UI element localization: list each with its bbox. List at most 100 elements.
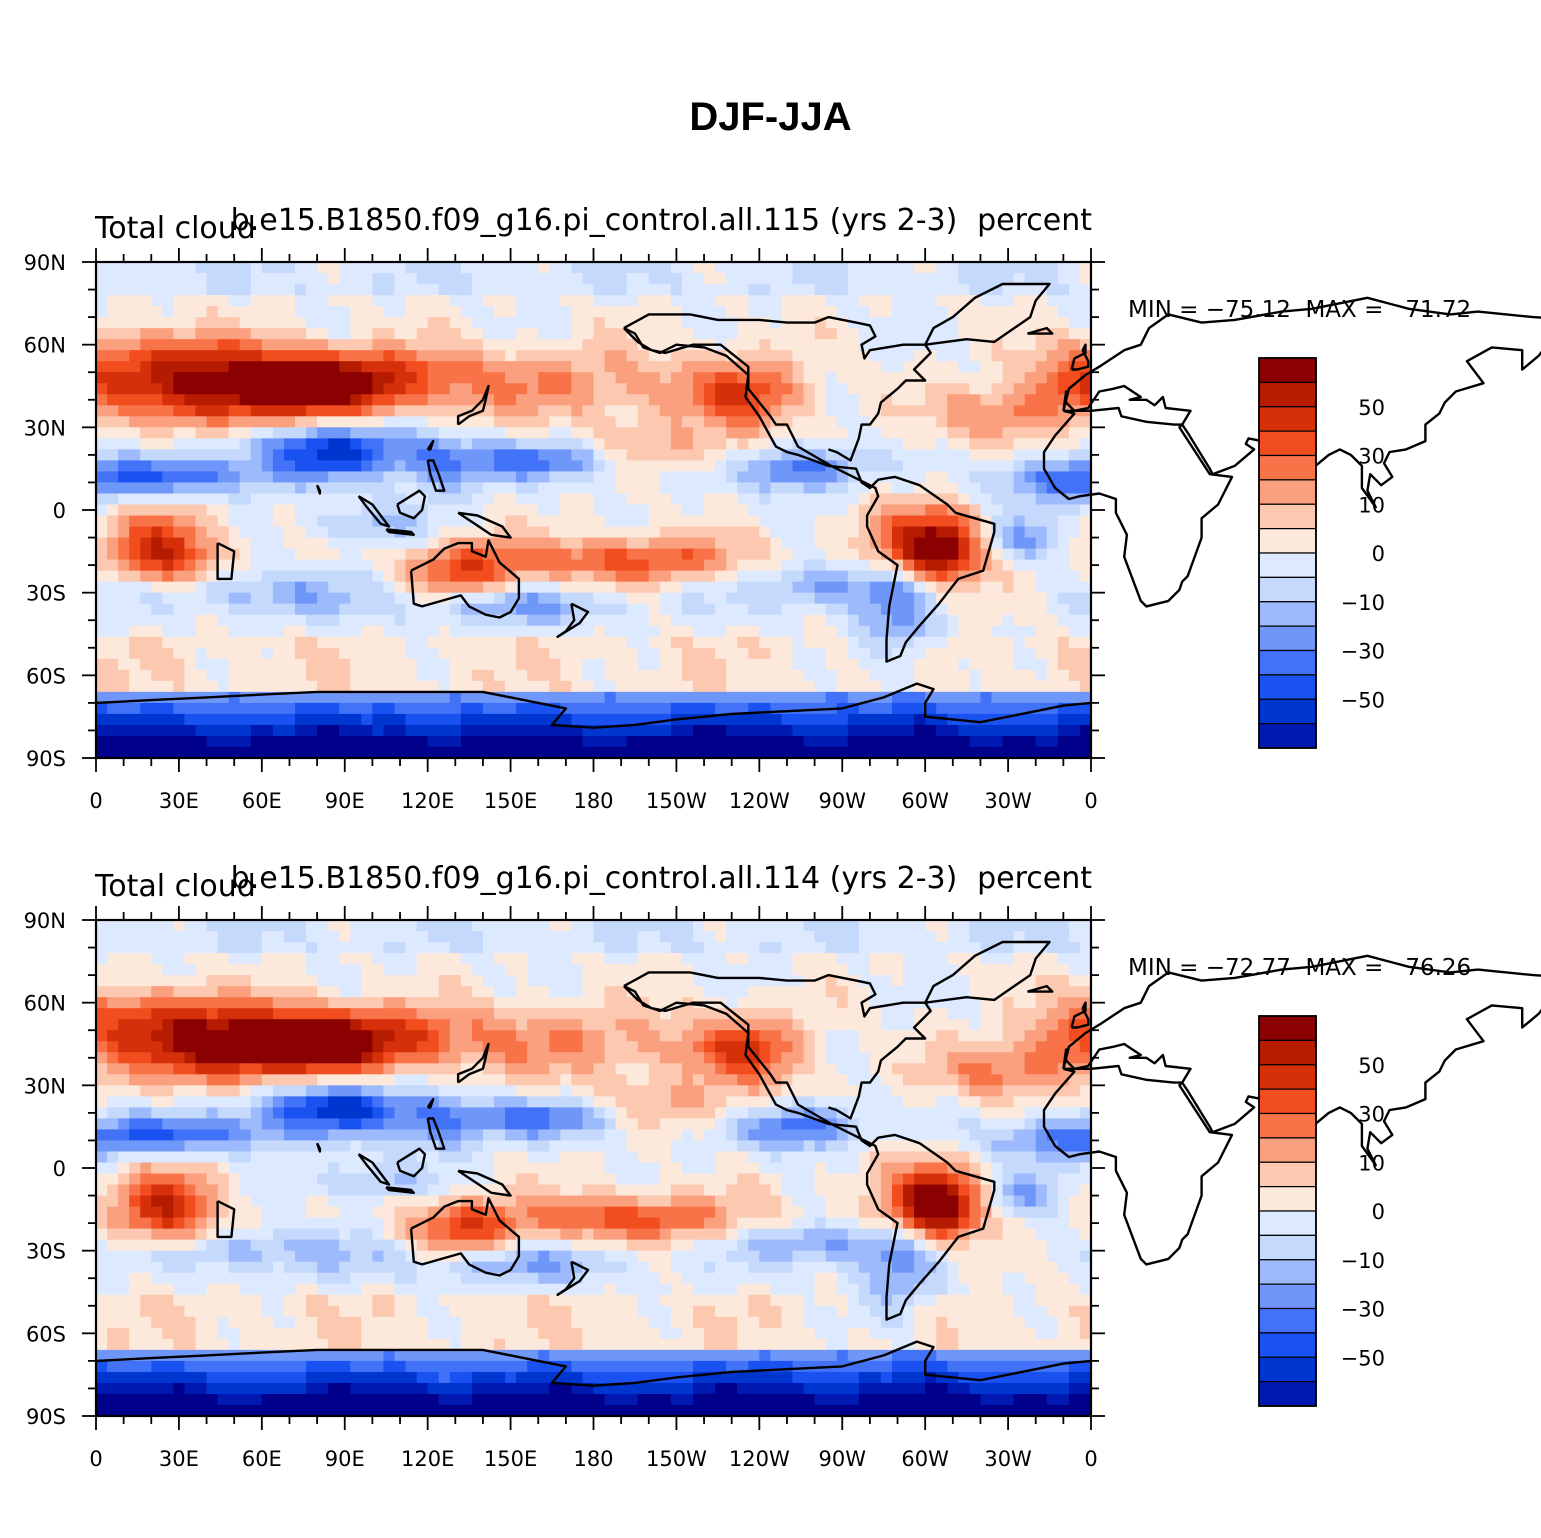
- coastline-segment: [95, 1340, 1092, 1387]
- coastline-segment: [426, 459, 446, 492]
- coastline-segment: [1062, 296, 1541, 509]
- coastline-segment: [1062, 954, 1541, 1167]
- colorbar-swatch: [1258, 1332, 1317, 1358]
- colorbar-swatch: [1258, 406, 1317, 432]
- colorbar-swatch: [1258, 479, 1317, 505]
- lon-tick-label: 0: [1084, 789, 1097, 813]
- colorbar-swatch: [1258, 1259, 1317, 1285]
- lon-tick-label: 180: [573, 1447, 613, 1471]
- colorbar-label: 30: [1358, 445, 1385, 469]
- colorbar-swatch: [1258, 1381, 1317, 1407]
- coastline-segment: [924, 940, 1051, 1004]
- lat-tick-label: 30N: [24, 1074, 66, 1098]
- colorbar-swatch: [1258, 1088, 1317, 1115]
- lon-tick-label: 120W: [729, 1447, 790, 1471]
- coastline-segment: [409, 539, 521, 619]
- lat-tick-label: 90S: [26, 747, 66, 771]
- lon-tick-label: 0: [1084, 1447, 1097, 1471]
- panel-2-axis-ticks: 0 30E 60E 90E 120E 150E 180 150W 120W 90W 60W 30W 09…: [24, 906, 1105, 1471]
- colorbar-swatch: [1258, 649, 1317, 676]
- lon-tick-label: 60E: [242, 789, 282, 813]
- coastline-segment: [426, 1097, 435, 1109]
- colorbar-swatch: [1258, 1161, 1317, 1188]
- panel-1-right-title: percent: [977, 203, 1092, 238]
- colorbar-swatch: [1258, 1307, 1317, 1334]
- coastline-segment: [385, 1186, 415, 1194]
- colorbar-swatch: [1258, 381, 1317, 408]
- panel-2-left-title: Total cloud: [94, 869, 256, 904]
- colorbar-label: 10: [1358, 1151, 1385, 1175]
- colorbar-label: −10: [1341, 1249, 1385, 1273]
- panel-1-cloud-field: [96, 262, 1092, 759]
- colorbar-swatch: [1258, 674, 1317, 700]
- colorbar-swatch: [1258, 723, 1317, 749]
- lon-tick-label: 150E: [484, 1447, 537, 1471]
- coastline-segment: [396, 489, 427, 520]
- panel-1-left-title: Total cloud: [94, 211, 256, 246]
- lon-tick-label: 150W: [646, 789, 707, 813]
- coastline-segment: [1042, 406, 1234, 608]
- colorbar-swatch: [1258, 357, 1317, 383]
- coastline-segment: [216, 1200, 236, 1239]
- lon-tick-label: 60W: [901, 1447, 949, 1471]
- colorbar-swatch: [1258, 430, 1317, 457]
- lat-tick-label: 30N: [24, 416, 66, 440]
- panel-2-coastlines: [95, 940, 1541, 1387]
- coastline-segment: [426, 1117, 446, 1150]
- coastline-segment: [1042, 1064, 1234, 1266]
- coastline-segment: [623, 327, 996, 663]
- coastline-segment: [1070, 343, 1090, 371]
- lon-tick-label: 30E: [159, 1447, 199, 1471]
- coastline-segment: [623, 971, 932, 1120]
- coastline-segment: [1027, 326, 1054, 335]
- panel-2-cloud-field: [96, 920, 1092, 1417]
- lon-tick-label: 150W: [646, 1447, 707, 1471]
- lat-tick-label: 60N: [24, 334, 66, 358]
- colorbar-label: 0: [1372, 1200, 1385, 1224]
- panel-1-center-title: b.e15.B1850.f09_g16.pi_control.all.115 (…: [231, 203, 958, 238]
- coastline-segment: [315, 1142, 322, 1153]
- coastline-segment: [216, 542, 236, 581]
- panel-1-axis-ticks: 0 30E 60E 90E 120E 150E 180 150W 120W 90W 60W 30W 09…: [24, 248, 1105, 813]
- colorbar-swatch: [1258, 576, 1317, 603]
- coastline-segment: [426, 439, 435, 451]
- colorbar-label: −50: [1341, 688, 1385, 712]
- colorbar-swatch: [1258, 528, 1317, 554]
- coastline-segment: [357, 495, 391, 528]
- lon-tick-label: 30E: [159, 789, 199, 813]
- colorbar-swatch: [1258, 503, 1317, 530]
- lon-tick-label: 0: [89, 789, 102, 813]
- lon-tick-label: 60W: [901, 789, 949, 813]
- coastline-segment: [357, 1153, 391, 1186]
- colorbar-swatch: [1258, 1039, 1317, 1066]
- lon-tick-label: 90E: [325, 1447, 365, 1471]
- coastline-segment: [623, 313, 932, 462]
- colorbar-swatch: [1258, 1112, 1317, 1139]
- map-panel-2: Total cloud b.e15.B1850.f09_g16.pi_contr…: [0, 848, 1541, 1508]
- panel-1-svg: Total cloud b.e15.B1850.f09_g16.pi_contr…: [24, 203, 1541, 813]
- colorbar-label: −10: [1341, 591, 1385, 615]
- lat-tick-label: 30S: [26, 582, 66, 606]
- colorbar-swatch: [1258, 1137, 1317, 1163]
- figure-title: DJF-JJA: [689, 95, 852, 139]
- coastline-segment: [315, 484, 322, 495]
- colorbar-swatch: [1258, 1186, 1317, 1212]
- panel-2-right-title: percent: [977, 861, 1092, 896]
- coastline-segment: [556, 1260, 590, 1296]
- lat-tick-label: 90N: [24, 251, 66, 275]
- colorbar-swatch: [1258, 1283, 1317, 1310]
- lon-tick-label: 90W: [819, 789, 867, 813]
- lon-tick-label: 150E: [484, 789, 537, 813]
- lat-tick-label: 90N: [24, 909, 66, 933]
- lat-tick-label: 60N: [24, 992, 66, 1016]
- panel-2-min-max: MIN = −72.77 MAX = 76.26: [1128, 955, 1471, 981]
- panel-1-colorbar: 50 30 10 0 −10 −30 −50: [1258, 357, 1385, 749]
- lon-tick-label: 90W: [819, 1447, 867, 1471]
- coastline-segment: [385, 528, 415, 536]
- colorbar-swatch: [1258, 698, 1317, 725]
- coastline-segment: [95, 682, 1092, 729]
- colorbar-label: −30: [1341, 640, 1385, 664]
- coastline-segment: [1070, 1001, 1090, 1029]
- lat-tick-label: 90S: [26, 1405, 66, 1429]
- coastline-segment: [456, 1042, 490, 1084]
